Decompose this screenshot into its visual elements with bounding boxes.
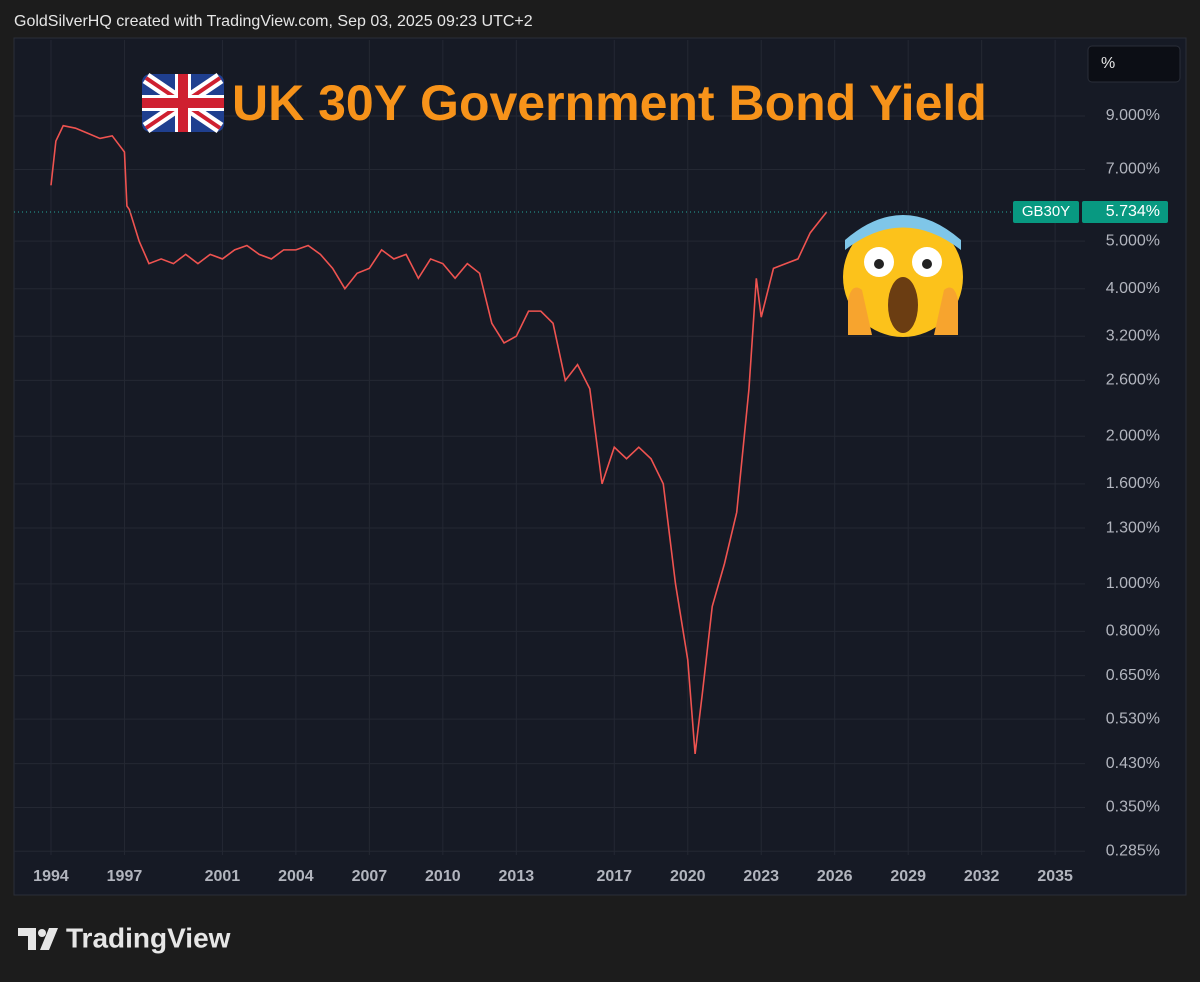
price-label: 5.734%: [1106, 203, 1160, 220]
credit: GoldSilverHQ created with TradingView.co…: [14, 13, 533, 30]
y-tick-label: 2.000%: [1106, 428, 1160, 445]
y-tick-label: 1.000%: [1106, 575, 1160, 592]
plot: [14, 124, 1085, 755]
y-tick-label: 5.000%: [1106, 232, 1160, 249]
y-tick-label: 9.000%: [1106, 107, 1160, 124]
x-tick-label: 2023: [743, 868, 779, 885]
unit-label: %: [1101, 55, 1115, 72]
symbol-label: GB30Y: [1022, 203, 1070, 220]
y-tick-label: 0.430%: [1106, 755, 1160, 772]
x-tick-label: 2013: [499, 868, 535, 885]
symbol-box: [1013, 201, 1079, 224]
y-tick-label: 4.000%: [1106, 280, 1160, 297]
y-tick-label: 0.650%: [1106, 667, 1160, 684]
x-tick-label: 2026: [817, 868, 853, 885]
y-tick-label: 0.350%: [1106, 799, 1160, 816]
x-tick-label: 2032: [964, 868, 1000, 885]
y-tick-label: 7.000%: [1106, 161, 1160, 178]
chart-title: UK 30Y Government Bond Yield: [232, 75, 987, 131]
y-tick-label: 1.300%: [1106, 519, 1160, 536]
x-tick-label: 2017: [596, 868, 632, 885]
x-tick-label: 1997: [107, 868, 143, 885]
price-box: [1082, 201, 1168, 224]
y-tick-label: 0.285%: [1106, 842, 1160, 859]
x-tick-label: 2029: [890, 868, 926, 885]
axes: 0.285% 0.350% 0.430% 0.530% 0.650% 0.800% 1.00…: [33, 107, 1168, 885]
brand: TradingView: [66, 922, 231, 953]
grid: [14, 40, 1085, 855]
y-tick-label: 1.600%: [1106, 475, 1160, 492]
x-tick-label: 2020: [670, 868, 706, 885]
scream-emoji: [843, 215, 963, 337]
brand-logo: [18, 928, 58, 950]
unit-button[interactable]: [1087, 45, 1181, 83]
y-tick-label: 3.200%: [1106, 327, 1160, 344]
y-tick-label: 0.800%: [1106, 623, 1160, 640]
uk-flag: [142, 73, 224, 133]
y-tick-label: 0.530%: [1106, 710, 1160, 727]
x-tick-label: 2035: [1037, 868, 1073, 885]
x-tick-label: 2010: [425, 868, 461, 885]
x-tick-label: 2001: [205, 868, 241, 885]
y-tick-label: 2.600%: [1106, 372, 1160, 389]
x-tick-label: 2007: [352, 868, 388, 885]
yield-line: [50, 124, 828, 755]
x-tick-label: 2004: [278, 868, 314, 885]
x-tick-label: 1994: [33, 868, 69, 885]
